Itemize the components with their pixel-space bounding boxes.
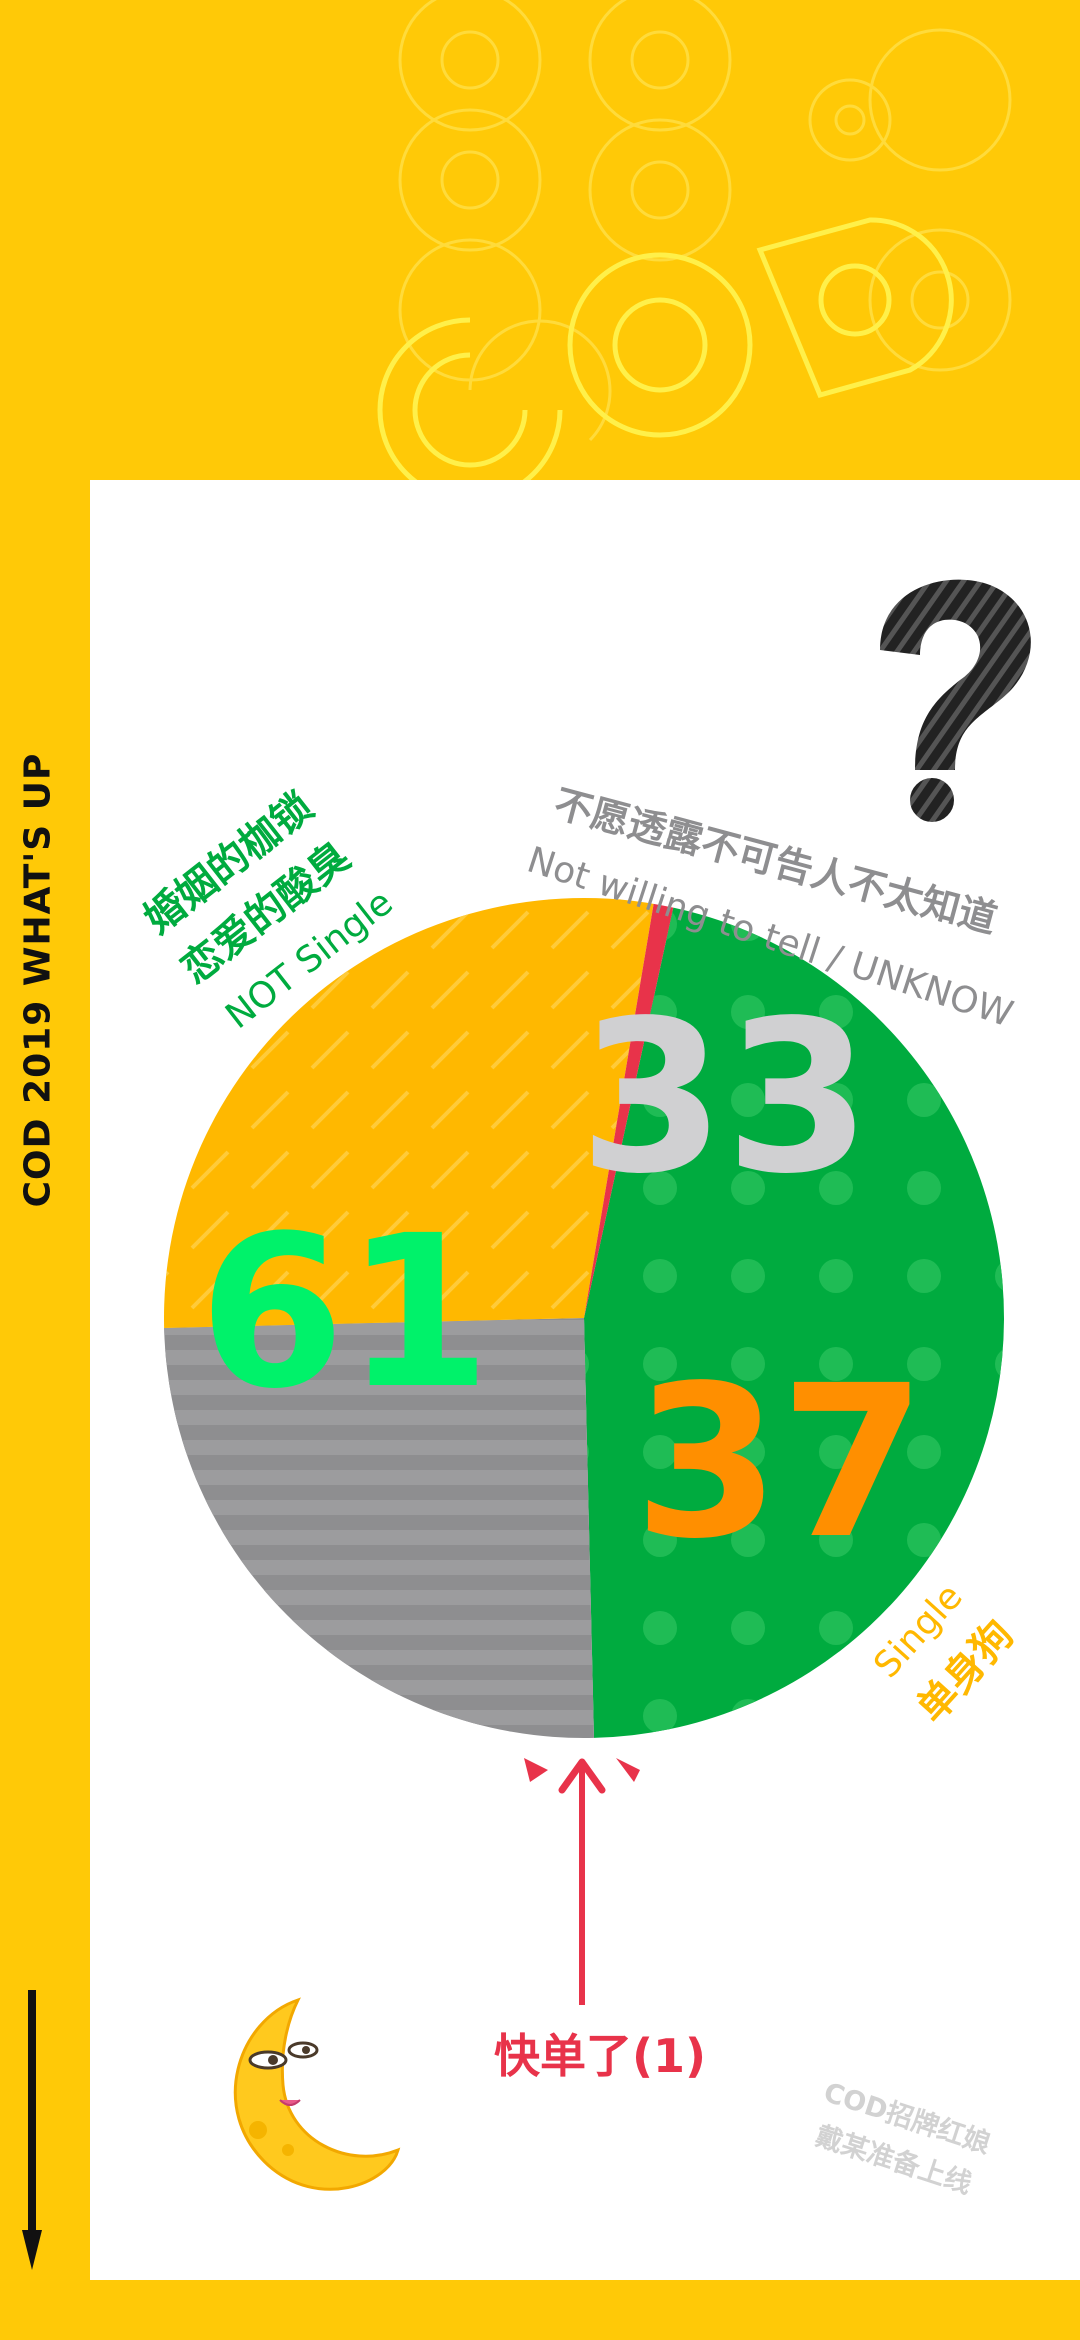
- value-label-61: 61: [199, 1190, 491, 1435]
- moon-icon: [233, 1997, 401, 2191]
- question-mark-icon: [868, 577, 1033, 830]
- value-labels: 61 33 37: [199, 975, 926, 1585]
- slice-almost-single: [584, 903, 674, 1318]
- slice-single-pattern: [164, 898, 654, 1328]
- value-label-37: 37: [634, 1340, 926, 1585]
- pie-chart: [164, 898, 1004, 1739]
- slice-not-single-pattern: [584, 907, 1004, 1738]
- down-arrow-icon: [22, 1990, 42, 2270]
- slice-unknown-pattern: [164, 1318, 594, 1739]
- annotation-label: 快单了(1): [493, 2029, 707, 2083]
- cod-logo-pattern: [377, 0, 1012, 480]
- value-label-33: 33: [579, 975, 871, 1220]
- arrow-up-icon: [524, 1758, 640, 2005]
